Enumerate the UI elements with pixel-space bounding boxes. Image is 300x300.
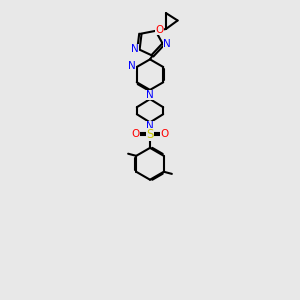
- Text: N: N: [146, 90, 154, 100]
- Text: O: O: [160, 129, 168, 139]
- Text: N: N: [131, 44, 139, 54]
- Text: N: N: [128, 61, 136, 71]
- Text: S: S: [146, 128, 154, 141]
- Text: N: N: [146, 121, 154, 131]
- Text: O: O: [155, 25, 164, 35]
- Text: O: O: [132, 129, 140, 139]
- Text: N: N: [163, 39, 171, 50]
